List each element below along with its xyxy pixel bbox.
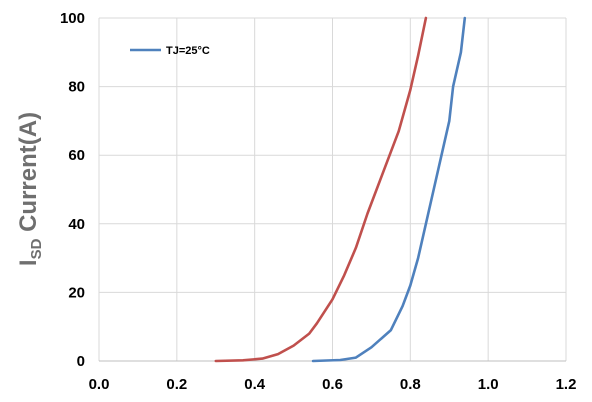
series-lines bbox=[214, 16, 467, 363]
legend-label-tj25: TJ=25°C bbox=[166, 45, 210, 57]
x-tick-label: 0.0 bbox=[89, 376, 110, 393]
x-tick-label: 1.2 bbox=[556, 376, 577, 393]
y-tick-label: 40 bbox=[68, 216, 85, 233]
x-tick-label: 0.8 bbox=[400, 376, 421, 393]
y-axis-title-rest: Current(A) bbox=[15, 112, 42, 239]
tick-labels: 0.0 0.2 0.4 0.6 0.8 1.0 1.2 0 20 40 60 80 100 bbox=[60, 10, 576, 393]
y-axis-title: ISD Current(A) bbox=[15, 112, 45, 266]
x-tick-label: 0.6 bbox=[322, 376, 343, 393]
y-tick-label: 0 bbox=[77, 353, 85, 370]
series-line-2 bbox=[214, 16, 428, 363]
x-tick-label: 0.2 bbox=[166, 376, 187, 393]
y-axis-title-subscript: SD bbox=[28, 238, 45, 259]
y-tick-label: 60 bbox=[68, 147, 85, 164]
x-tick-label: 0.4 bbox=[244, 376, 266, 393]
y-axis-title-main: I bbox=[15, 259, 42, 266]
grid bbox=[98, 17, 567, 362]
y-tick-label: 20 bbox=[68, 284, 85, 301]
x-tick-label: 1.0 bbox=[478, 376, 499, 393]
series-line-1 bbox=[311, 16, 467, 363]
y-tick-label: 100 bbox=[60, 10, 85, 27]
y-tick-label: 80 bbox=[68, 79, 85, 96]
legend: TJ=25°C bbox=[130, 45, 210, 57]
